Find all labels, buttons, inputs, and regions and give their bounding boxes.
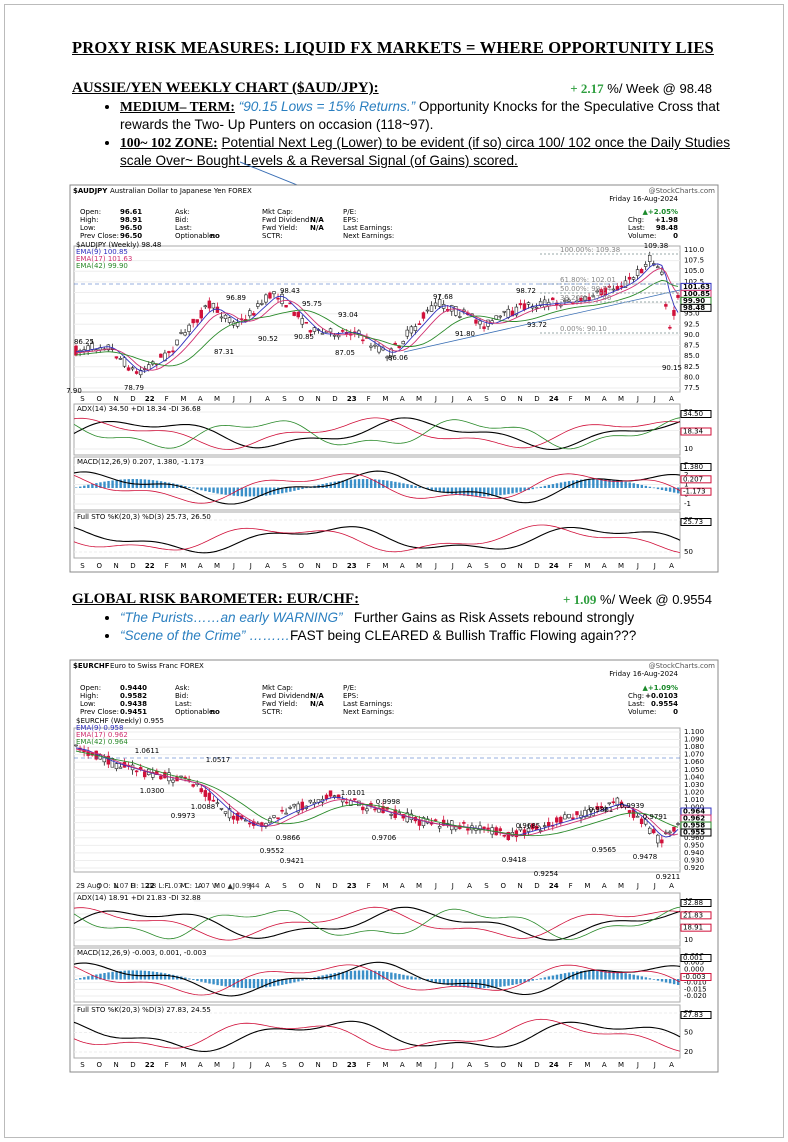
bullet-label: MEDIUM– TERM: [120,99,235,114]
bullet-text: Opportunity Knocks for the Speculative C… [120,99,720,132]
bullet-list: MEDIUM– TERM: “90.15 Lows = 15% Returns.… [98,98,740,170]
bullet: “Scene of the Crime” ………FAST being CLEAR… [120,627,740,645]
bullet-text: FAST being CLEARED & Bullish Traffic Flo… [289,628,637,643]
section-heading: GLOBAL RISK BAROMETER: EUR/CHF: [72,591,360,607]
weekly-change: + 1.09 %/ Week @ 0.9554 [563,592,712,608]
weekly-change: + 2.17 %/ Week @ 98.48 [570,81,712,97]
change-note: %/ Week @ 98.48 [607,81,712,96]
change-value: + 1.09 [562,592,597,607]
bullet-quote: “The Purists……an early WARNING” [120,610,343,625]
bullet: 100~ 102 ZONE: Potential Next Leg (Lower… [120,134,740,170]
bullet: MEDIUM– TERM: “90.15 Lows = 15% Returns.… [120,98,740,134]
page-frame [4,4,784,1138]
bullet-text: Further Gains as Risk Assets rebound str… [353,610,635,625]
bullet-quote: “Scene of the Crime” ……… [120,628,290,643]
change-value: + 2.17 [570,81,604,96]
bullet-label: 100~ 102 ZONE: [120,135,218,150]
section-heading: AUSSIE/YEN WEEKLY CHART ($AUD/JPY): [72,80,379,96]
page-title: PROXY RISK MEASURES: LIQUID FX MARKETS =… [72,38,714,57]
change-note: %/ Week @ 0.9554 [600,592,712,607]
bullet: “The Purists……an early WARNING” Further … [120,609,740,627]
bullet-quote: “90.15 Lows = 15% Returns.” [238,99,416,114]
bullet-list: “The Purists……an early WARNING” Further … [98,609,740,645]
